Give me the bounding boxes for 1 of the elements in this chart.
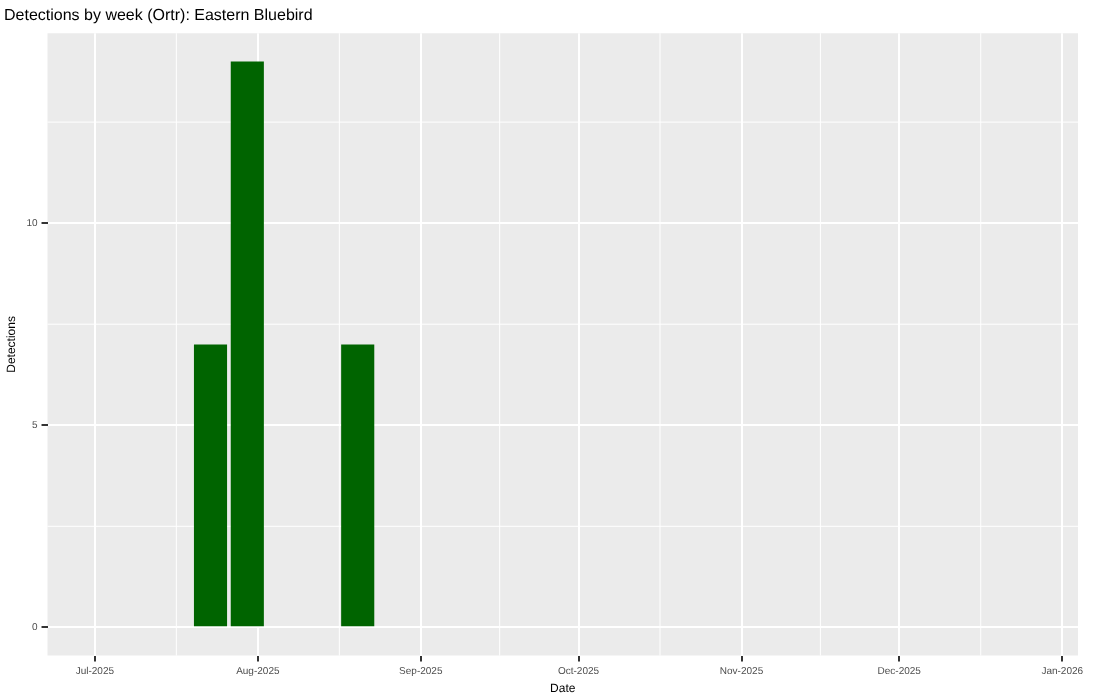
chart-title: Detections by week (Ortr): Eastern Bluebird	[4, 6, 313, 25]
